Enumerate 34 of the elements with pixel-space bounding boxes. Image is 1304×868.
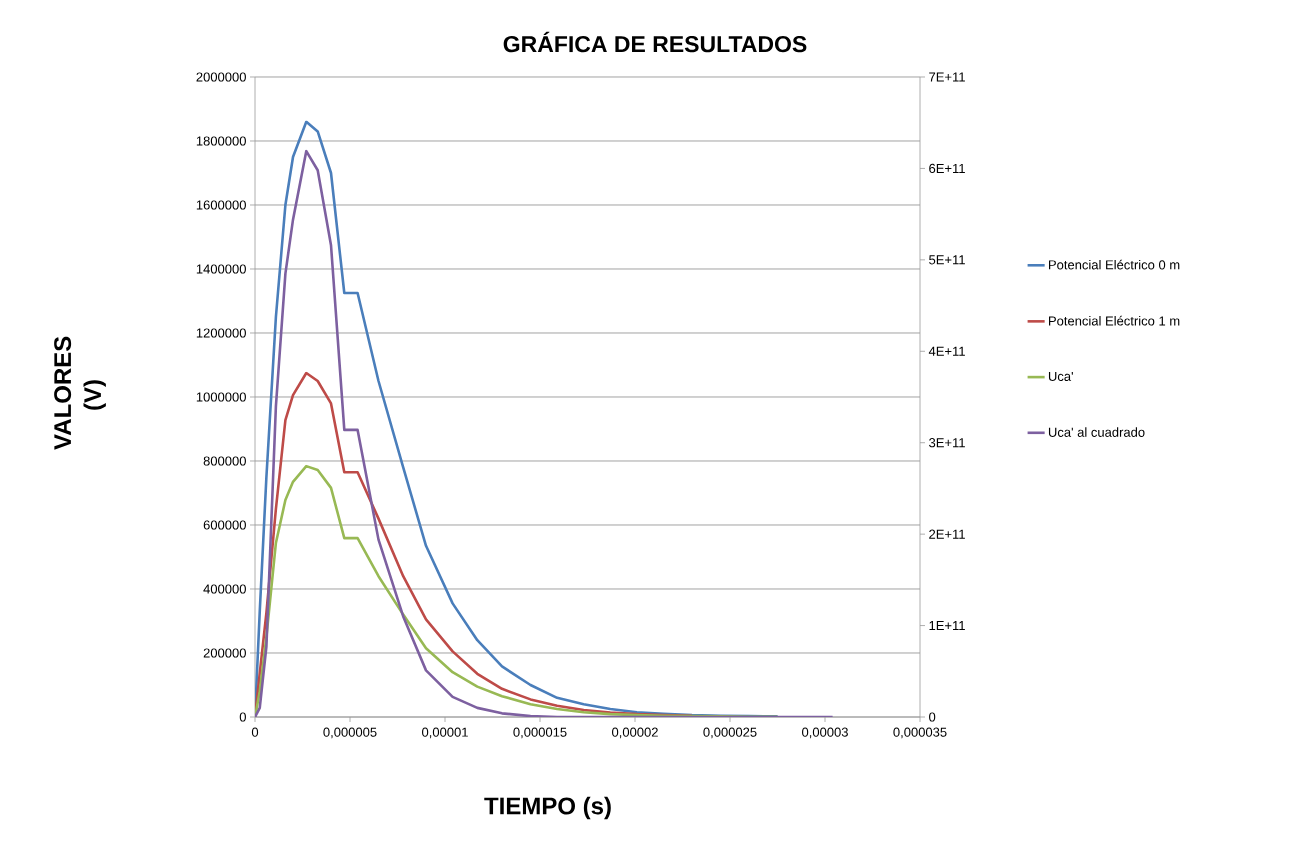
y-tick-label: 600000: [203, 520, 246, 530]
y-tick-label: 1200000: [196, 328, 246, 338]
y-tick-label: 400000: [203, 584, 246, 594]
y-tick-label: 2000000: [196, 72, 246, 82]
x-tick-label: 0: [251, 727, 259, 737]
x-tick-label: 0,000005: [323, 727, 377, 739]
y2-tick-label: 1E+11: [929, 621, 965, 631]
y-axis-title: VALORES (V): [54, 336, 106, 450]
x-tick-label: 0,00002: [612, 727, 658, 739]
y2-tick-label: 4E+11: [928, 346, 965, 356]
x-tick-label: 0,000035: [893, 727, 947, 739]
legend-label: Uca': [1048, 371, 1073, 381]
y2-tick-label: 7E+11: [929, 72, 965, 82]
y-tick-label: 0: [239, 712, 246, 722]
y-tick-label: 200000: [203, 648, 246, 658]
x-tick-label: 0,000025: [703, 727, 757, 739]
x-tick-label: 0,000015: [513, 727, 567, 739]
y2-tick-label: 5E+11: [929, 255, 965, 265]
x-tick-label: 0,00001: [422, 727, 468, 739]
legend-label: Potencial Eléctrico 0 m: [1049, 259, 1180, 270]
y2-tick-label: 3E+11: [929, 438, 965, 448]
legend-label: Uca' al cuadrado: [1048, 427, 1145, 437]
y-tick-label: 1800000: [196, 136, 246, 146]
y-tick-label: 1000000: [196, 392, 246, 402]
x-axis-title: TIEMPO (s): [484, 796, 611, 820]
legend-label: Potencial Eléctrico 1 m: [1049, 315, 1180, 326]
y-tick-label: 1400000: [196, 264, 246, 274]
y2-tick-label: 6E+11: [929, 163, 965, 174]
chart-title: GRÁFICA DE RESULTADOS: [503, 31, 807, 53]
y2-tick-label: 0: [929, 712, 936, 722]
y-tick-label: 800000: [203, 456, 246, 466]
y-tick-label: 1600000: [196, 200, 246, 210]
x-tick-label: 0,00003: [802, 727, 848, 739]
y2-tick-label: 2E+11: [929, 529, 965, 539]
